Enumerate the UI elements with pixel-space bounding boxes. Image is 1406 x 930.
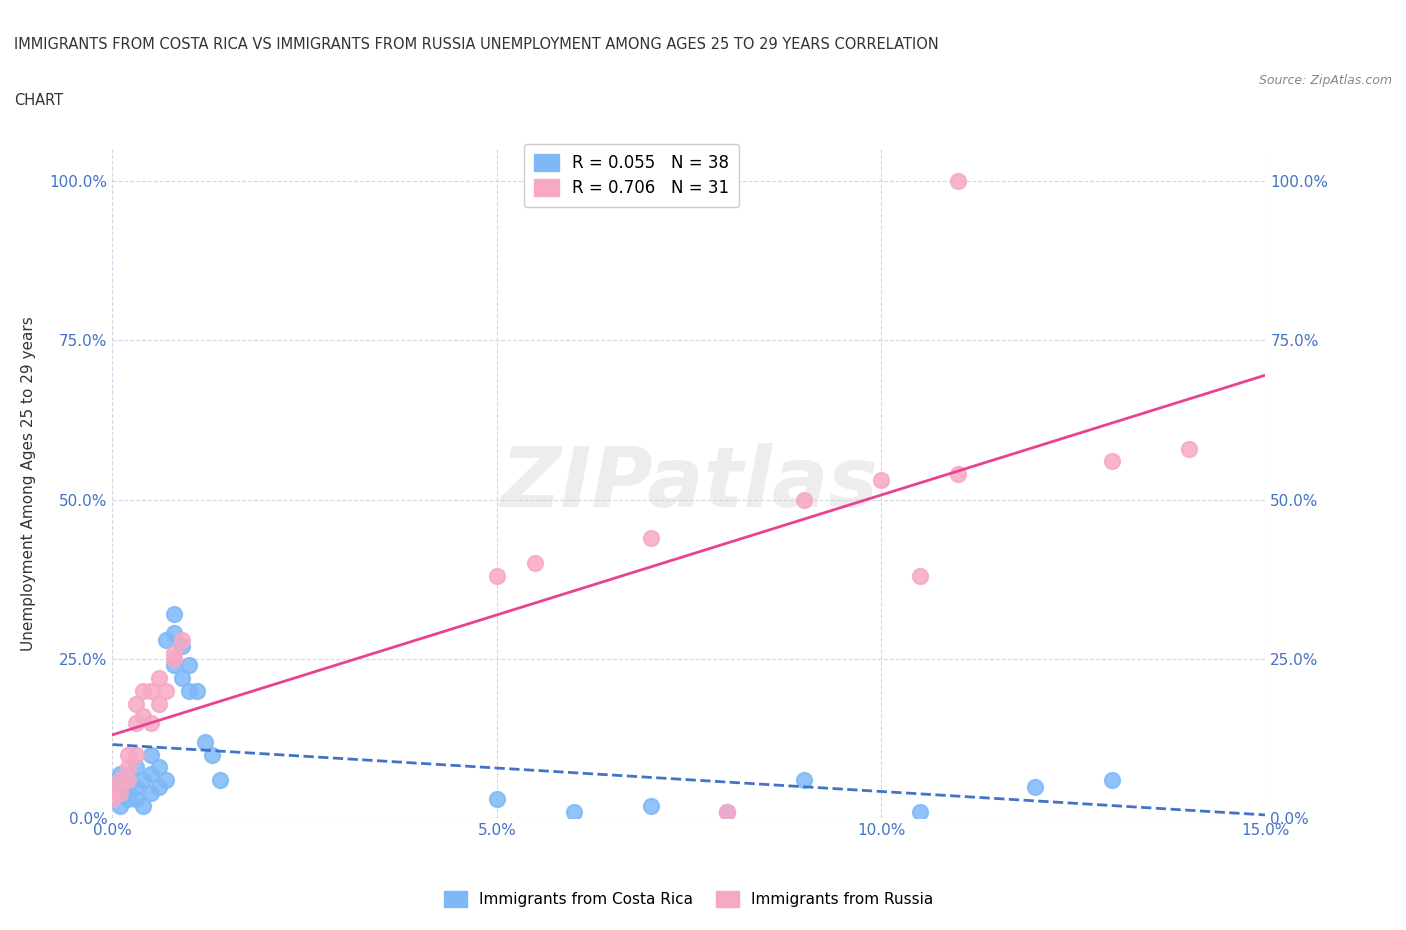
Point [108, 766, 131, 781]
Legend: R = 0.055   N = 38, R = 0.706   N = 31: R = 0.055 N = 38, R = 0.706 N = 31 [523, 144, 740, 206]
Point [101, 791, 124, 806]
Point [562, 804, 585, 819]
Legend: Immigrants from Costa Rica, Immigrants from Russia: Immigrants from Costa Rica, Immigrants f… [439, 884, 939, 913]
Point [132, 684, 155, 698]
Point [1101, 773, 1123, 788]
Point [163, 658, 186, 672]
Point [908, 568, 931, 583]
Point [117, 773, 139, 788]
Point [124, 760, 146, 775]
Point [101, 779, 124, 794]
Point [946, 467, 969, 482]
Point [870, 473, 893, 488]
Point [124, 715, 146, 730]
Point [117, 747, 139, 762]
Text: ZIPatlas: ZIPatlas [501, 443, 877, 525]
Point [132, 709, 155, 724]
Point [793, 492, 815, 507]
Point [209, 773, 232, 788]
Point [1177, 441, 1199, 456]
Point [170, 632, 193, 647]
Point [117, 773, 139, 788]
Point [155, 632, 177, 647]
Point [524, 556, 547, 571]
Point [124, 747, 146, 762]
Point [793, 773, 815, 788]
Point [170, 671, 193, 685]
Point [124, 697, 146, 711]
Point [117, 791, 139, 806]
Point [485, 791, 508, 806]
Point [946, 173, 969, 188]
Point [155, 773, 177, 788]
Point [201, 747, 224, 762]
Point [716, 804, 738, 819]
Point [148, 671, 170, 685]
Point [163, 626, 186, 641]
Point [155, 684, 177, 698]
Y-axis label: Unemployment Among Ages 25 to 29 years: Unemployment Among Ages 25 to 29 years [21, 316, 35, 651]
Point [124, 791, 146, 806]
Point [117, 760, 139, 775]
Point [640, 530, 662, 545]
Text: CHART: CHART [14, 93, 63, 108]
Point [1101, 454, 1123, 469]
Point [148, 779, 170, 794]
Point [139, 747, 162, 762]
Point [485, 568, 508, 583]
Text: IMMIGRANTS FROM COSTA RICA VS IMMIGRANTS FROM RUSSIA UNEMPLOYMENT AMONG AGES 25 : IMMIGRANTS FROM COSTA RICA VS IMMIGRANTS… [14, 37, 939, 52]
Point [1024, 779, 1046, 794]
Point [108, 798, 131, 813]
Point [124, 779, 146, 794]
Point [194, 735, 217, 750]
Point [108, 786, 131, 801]
Point [163, 652, 186, 667]
Point [139, 766, 162, 781]
Point [179, 658, 201, 672]
Point [139, 715, 162, 730]
Point [108, 773, 131, 788]
Point [163, 607, 186, 622]
Point [179, 684, 201, 698]
Point [108, 786, 131, 801]
Point [163, 645, 186, 660]
Point [132, 773, 155, 788]
Point [132, 798, 155, 813]
Point [139, 684, 162, 698]
Point [101, 779, 124, 794]
Point [908, 804, 931, 819]
Point [186, 684, 208, 698]
Point [148, 760, 170, 775]
Point [170, 639, 193, 654]
Point [117, 779, 139, 794]
Text: Source: ZipAtlas.com: Source: ZipAtlas.com [1258, 74, 1392, 87]
Point [139, 786, 162, 801]
Point [716, 804, 738, 819]
Point [148, 697, 170, 711]
Point [640, 798, 662, 813]
